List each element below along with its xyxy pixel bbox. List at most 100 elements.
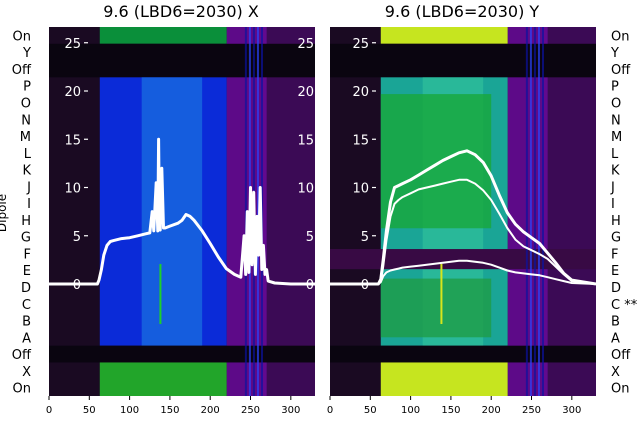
row-label: X xyxy=(611,365,620,380)
row-label: D xyxy=(611,281,621,296)
row-label: A xyxy=(22,331,31,346)
row-label: L xyxy=(24,147,32,162)
row-label: J xyxy=(26,180,31,195)
y-tick-label-right: 10 xyxy=(297,182,314,197)
heatmap-band-off-top xyxy=(49,43,315,78)
row-label: O xyxy=(21,96,31,111)
heatmap-stripe xyxy=(256,27,259,396)
row-label: C ** xyxy=(611,298,638,313)
row-label: F xyxy=(611,247,618,262)
x-tick-label: 200 xyxy=(482,405,501,416)
heatmap-band-bottom xyxy=(99,362,227,396)
row-label: B xyxy=(611,315,620,330)
heatmap-right-region xyxy=(541,27,596,396)
heatmap-band-top xyxy=(380,27,508,44)
row-label: B xyxy=(22,315,31,330)
x-tick-label: 150 xyxy=(160,405,179,416)
row-label: G xyxy=(611,231,621,246)
row-label: I xyxy=(611,197,615,212)
row-label: X xyxy=(22,365,31,380)
row-label: D xyxy=(21,281,31,296)
heatmap-stripe xyxy=(533,27,536,396)
left-panel: 0 50 100 150 200 250 30005101520250510152025On… xyxy=(12,27,315,416)
y-tick-label-right: 5 xyxy=(306,230,314,245)
x-tick-label: 100 xyxy=(401,405,420,416)
y-tick-label: 5 xyxy=(73,230,81,245)
series-line xyxy=(330,149,597,286)
heatmap-band-off-top xyxy=(330,43,596,78)
x-tick-label: 150 xyxy=(441,405,460,416)
heatmap-band-dark-ef xyxy=(330,249,596,270)
x-tick-label: 0 xyxy=(327,405,333,416)
y-tick-label: 15 xyxy=(64,133,81,148)
row-label: E xyxy=(611,264,619,279)
row-label: P xyxy=(611,80,619,95)
heatmap-feature-line xyxy=(159,264,162,324)
y-tick-label: 5 xyxy=(361,230,369,245)
row-label: I xyxy=(27,197,31,212)
series-line xyxy=(49,137,315,286)
row-label: J xyxy=(610,180,615,195)
row-label: E xyxy=(23,264,31,279)
row-label: H xyxy=(611,214,621,229)
row-label: O xyxy=(611,96,621,111)
y-axis-label: Dipole xyxy=(0,194,9,232)
row-label: L xyxy=(611,147,619,162)
heatmap-stripe xyxy=(537,27,540,396)
x-tick-label: 50 xyxy=(364,405,377,416)
x-tick-label: 250 xyxy=(522,405,541,416)
row-label: Off xyxy=(611,63,631,78)
row-label: P xyxy=(23,80,31,95)
x-tick-label: 300 xyxy=(562,405,581,416)
row-label: K xyxy=(611,164,620,179)
row-label: Y xyxy=(22,46,31,61)
heatmap-band-top xyxy=(99,27,227,44)
y-tick-label-right: 25 xyxy=(297,37,314,52)
right-chart-title: 9.6 (LBD6=2030) Y xyxy=(385,2,540,21)
series-line xyxy=(330,178,597,285)
row-label: N xyxy=(611,113,621,128)
x-tick-label: 50 xyxy=(83,405,96,416)
row-label: Off xyxy=(611,348,631,363)
y-tick-label: 25 xyxy=(64,37,81,52)
x-tick-label: 100 xyxy=(120,405,139,416)
row-label: Y xyxy=(610,46,619,61)
row-label: Off xyxy=(12,63,32,78)
heatmap-stripe xyxy=(529,27,532,396)
x-tick-label: 200 xyxy=(201,405,220,416)
x-tick-label: 300 xyxy=(281,405,300,416)
row-label: H xyxy=(21,214,31,229)
row-label: M xyxy=(20,130,31,145)
heatmap-right-region xyxy=(260,27,315,396)
row-label: Off xyxy=(12,348,32,363)
y-tick-label-right: 15 xyxy=(297,133,314,148)
row-label: On xyxy=(611,29,629,44)
heatmap-stripe xyxy=(525,27,528,396)
y-tick-label: 15 xyxy=(352,133,369,148)
y-tick-label: 0 xyxy=(73,278,81,293)
row-label: K xyxy=(22,164,31,179)
y-tick-label: 20 xyxy=(352,85,369,100)
row-label: On xyxy=(13,29,31,44)
y-tick-label: 0 xyxy=(361,278,369,293)
heatmap-stripe xyxy=(541,27,544,396)
row-label: On xyxy=(611,382,629,397)
heatmap-band-bottom xyxy=(380,362,508,396)
heatmap-feature-line xyxy=(440,264,443,324)
y-tick-label: 10 xyxy=(64,182,81,197)
row-label: On xyxy=(13,382,31,397)
y-tick-label-right: 20 xyxy=(297,85,314,100)
row-label: A xyxy=(611,331,620,346)
y-tick-label: 25 xyxy=(352,37,369,52)
row-label: G xyxy=(21,231,31,246)
heatmap-band-green-lower xyxy=(380,278,492,338)
row-label: C xyxy=(22,298,31,313)
heatmap-band-off-bottom xyxy=(49,345,315,363)
y-tick-label-right: 0 xyxy=(306,278,314,293)
row-label: N xyxy=(21,113,31,128)
right-panel: 0 50 100 150 200 250 300 0 5 10 15 20 25 On Y Off PONMLK… xyxy=(327,27,638,416)
x-tick-label: 250 xyxy=(241,405,260,416)
series-line xyxy=(330,259,597,285)
y-tick-label: 10 xyxy=(352,182,369,197)
